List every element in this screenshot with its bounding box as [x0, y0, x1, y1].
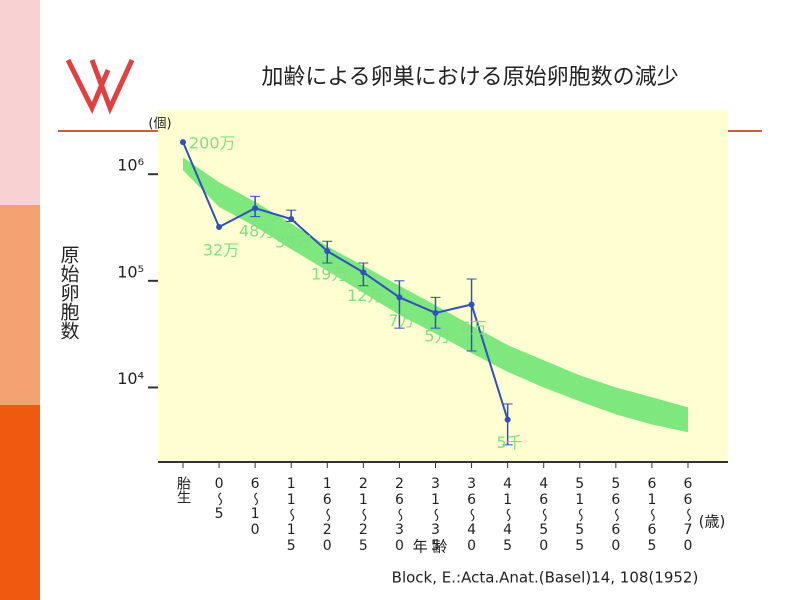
- point: [288, 216, 295, 223]
- point: [324, 248, 331, 255]
- logo: [65, 58, 135, 115]
- point: [432, 309, 439, 316]
- y-unit: (個): [148, 117, 171, 132]
- value-label: 6万: [460, 318, 486, 337]
- value-label: 19万: [311, 265, 347, 284]
- point: [216, 223, 223, 230]
- x-tick-label: 21〜25: [355, 476, 371, 554]
- y-tick-label: 10⁴: [117, 369, 144, 388]
- x-tick-label: 胎生: [175, 476, 191, 504]
- point: [504, 416, 511, 423]
- x-tick-label: 61〜65: [644, 476, 660, 554]
- stripe: [0, 405, 40, 600]
- x-tick-label: 6〜10: [247, 476, 263, 538]
- x-axis-label: 年 齢: [413, 538, 448, 556]
- y-tick-label: 10⁶: [117, 156, 144, 175]
- x-tick-label: 11〜15: [283, 476, 299, 554]
- x-tick-label: 41〜45: [500, 476, 516, 554]
- value-label: 200万: [189, 134, 236, 153]
- value-label: 38万: [275, 233, 311, 252]
- value-label: 7万: [388, 311, 414, 330]
- x-tick-label: 26〜30: [391, 476, 407, 554]
- chart-title: 加齢による卵巣における原始卵胞数の減少: [261, 65, 678, 90]
- point: [360, 269, 367, 276]
- y-tick-label: 10⁵: [117, 262, 144, 281]
- x-tick-label: 56〜60: [608, 476, 624, 554]
- x-tick-label: 0〜5: [211, 476, 227, 522]
- value-label: 5千: [497, 433, 523, 452]
- series-line: [182, 141, 509, 420]
- x-tick-label: 36〜40: [464, 476, 480, 554]
- y-axis-label: 原始卵胞数: [58, 245, 80, 340]
- point: [180, 139, 186, 146]
- stripe: [0, 205, 40, 405]
- point: [252, 205, 259, 212]
- point: [468, 301, 475, 308]
- value-label: 48万: [239, 222, 275, 241]
- x-tick-label: 46〜50: [536, 476, 552, 554]
- band: [183, 157, 688, 433]
- x-unit: (歳): [699, 513, 726, 531]
- x-tick-label: 16〜20: [319, 476, 335, 554]
- point: [396, 294, 403, 301]
- x-tick-label: 66〜70: [680, 476, 696, 554]
- x-tick-label: 51〜55: [572, 476, 588, 554]
- stripe: [0, 0, 40, 205]
- value-label: 32万: [203, 240, 239, 259]
- x-tick-label: 31〜35: [427, 476, 443, 554]
- source: Block, E.:Acta.Anat.(Basel)14, 108(1952): [392, 569, 699, 587]
- value-label: 5万: [424, 326, 450, 345]
- value-label: 12万: [347, 286, 383, 305]
